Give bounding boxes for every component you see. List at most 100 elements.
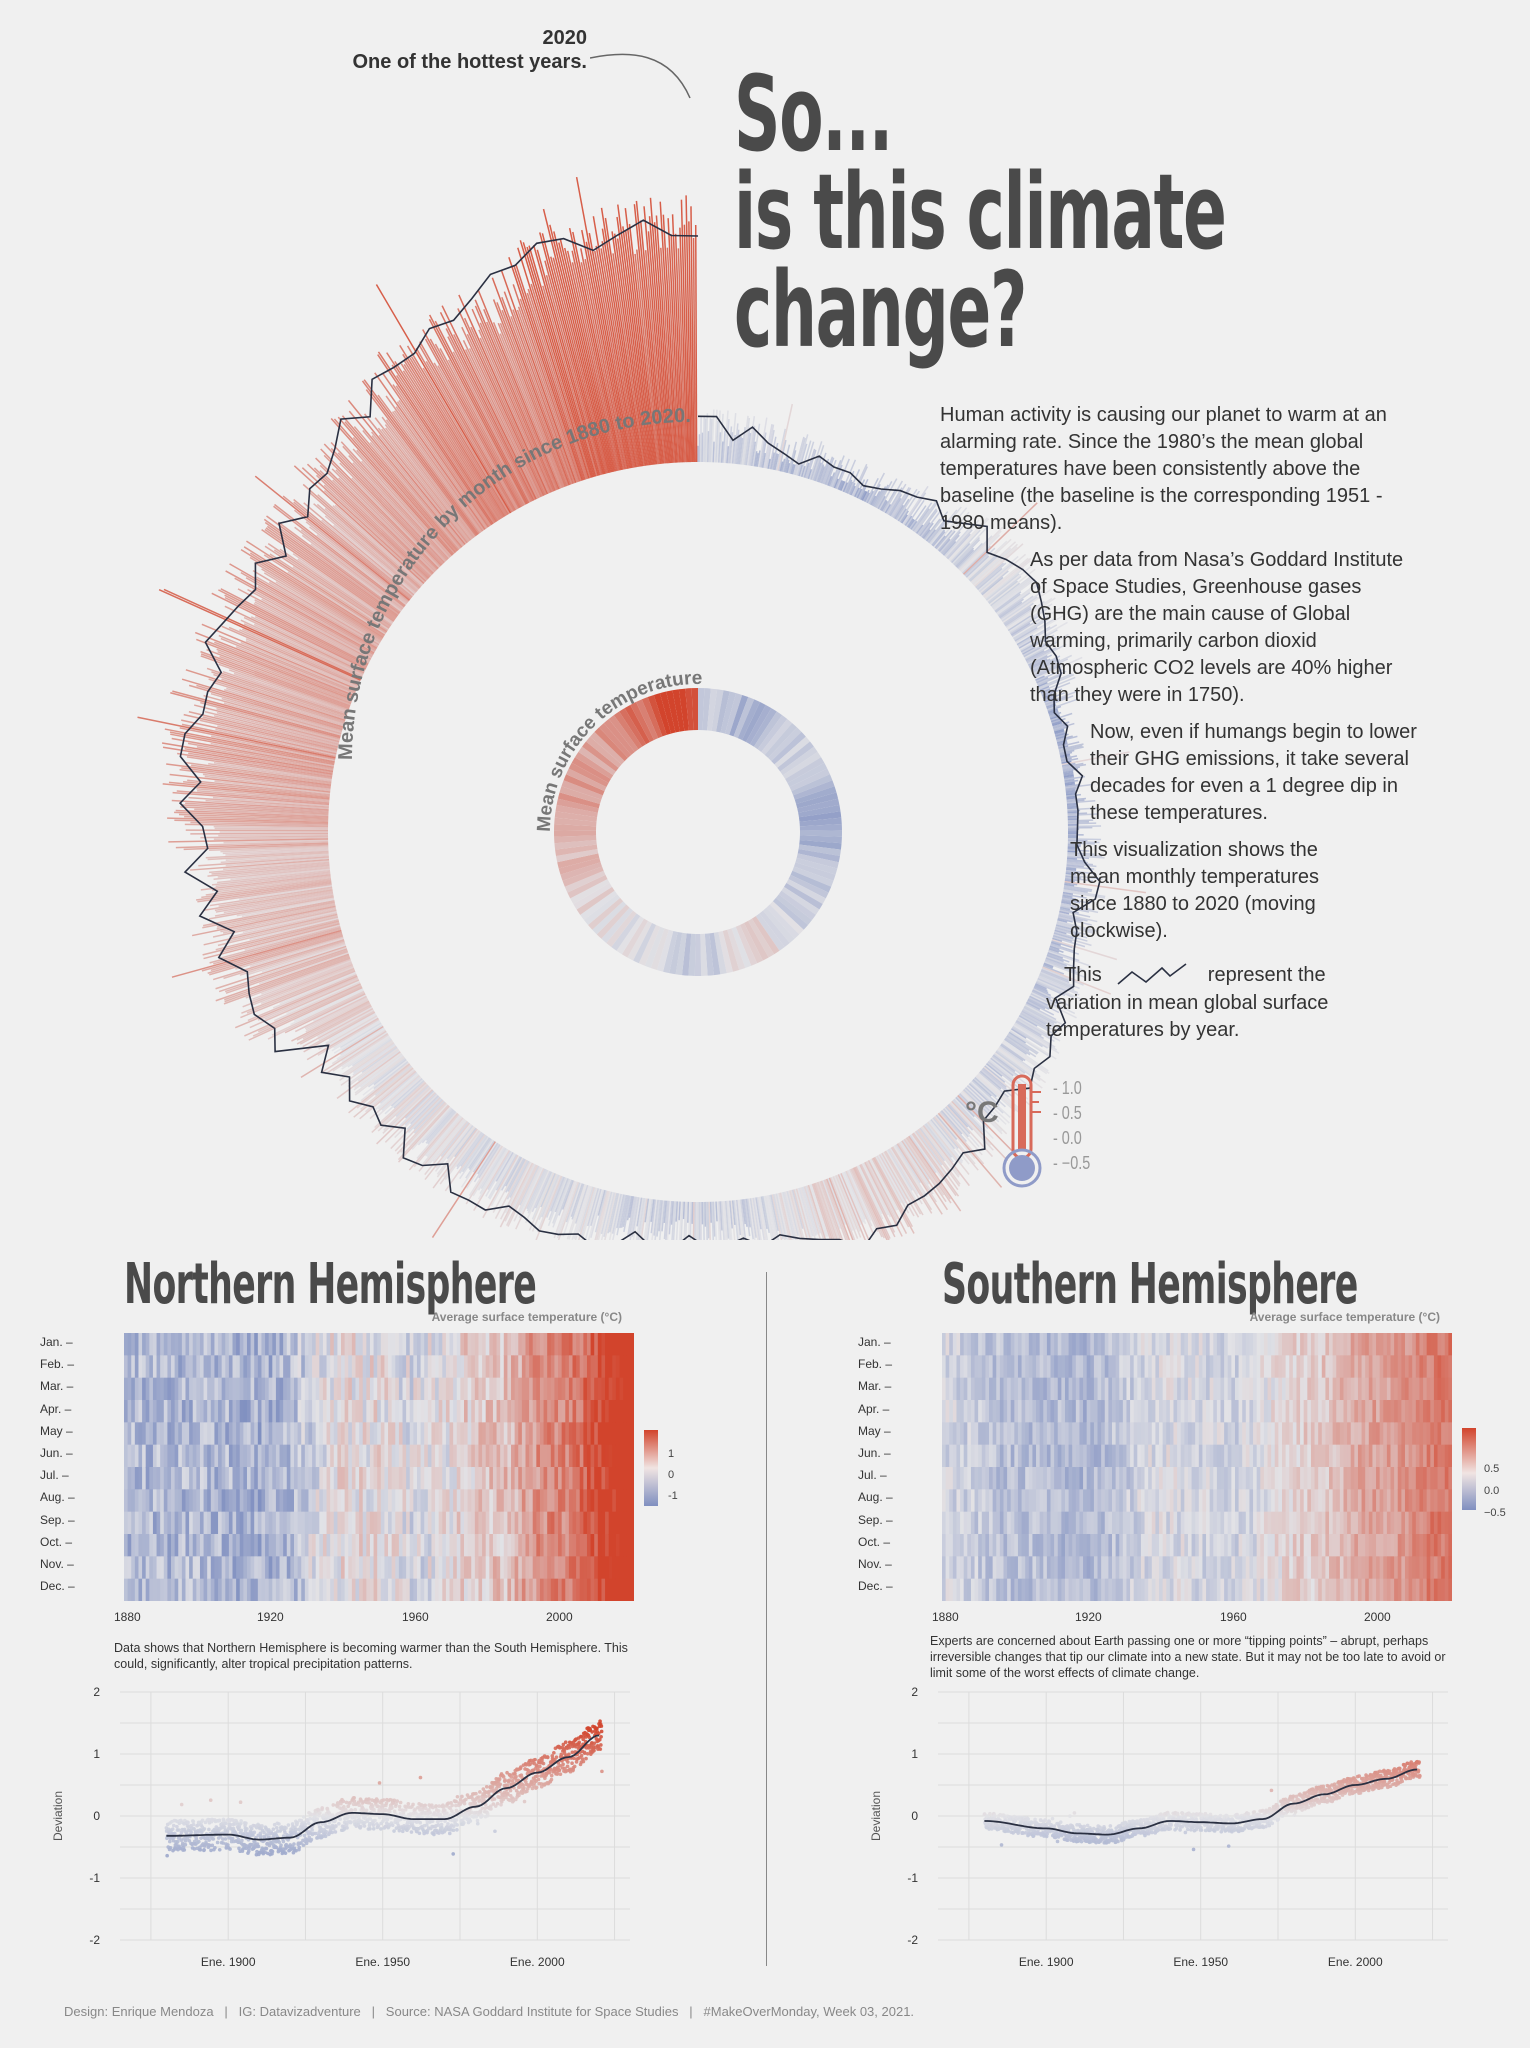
month-bar [757,1196,767,1240]
month-bar [1036,676,1049,684]
heatmap-cell [225,1556,230,1580]
month-bar [223,940,345,980]
heatmap-cell [160,1511,165,1535]
month-bar [531,1171,554,1220]
month-bar [780,458,786,472]
heatmap-cell [435,1422,440,1446]
heatmap-cell [210,1511,216,1535]
heatmap-cell [304,1355,310,1379]
scatter-point [455,1823,459,1827]
heatmap-cell [283,1467,288,1490]
heatmap-cell [420,1578,425,1601]
scatter-point [362,1824,367,1828]
month-bar [1033,663,1062,678]
month-bar [235,646,355,695]
month-bar [862,489,870,502]
month-bar [840,1173,870,1240]
month-bar [225,570,375,654]
heatmap-cell [207,1489,212,1513]
month-bar [969,1082,1004,1114]
month-bar [1018,1015,1038,1027]
heatmap-cell [416,1578,422,1601]
month-bar [1049,945,1060,951]
heatmap-cell [453,1489,458,1513]
heatmap-cell [532,1534,537,1557]
heatmap-cell [337,1467,342,1490]
heatmap-cell [435,1489,440,1513]
scatter-point [272,1822,277,1827]
heatmap-cell [351,1489,357,1513]
heatmap-cell [416,1377,422,1401]
month-bar [319,464,434,575]
heatmap-cell [561,1333,566,1356]
month-bar [264,545,390,629]
heatmap-cell [344,1377,349,1401]
year-ring-segment [659,691,676,734]
year-ring-segment [592,901,627,935]
month-bar [1029,995,1049,1006]
month-bar [263,572,381,643]
month-bar [470,326,547,495]
heatmap-cell [630,1489,634,1513]
month-bar [213,761,332,781]
heatmap-cell [185,1534,190,1557]
month-bar [911,502,933,531]
month-bar [550,256,607,474]
heatmap-cell [192,1400,197,1423]
heatmap-cell [228,1444,234,1468]
month-bar [1061,897,1091,904]
month-bar [441,305,537,500]
heatmap-cell [199,1467,205,1490]
month-bar [807,1184,827,1240]
month-bar [187,742,334,770]
month-bar [1050,942,1075,952]
heatmap-cell [167,1467,172,1490]
year-ring-segment [796,853,839,869]
heatmap-cell [152,1333,158,1356]
month-bar [1064,879,1075,883]
month-bar [872,489,884,507]
scatter-point [507,1778,512,1783]
year-ring-segment [563,774,605,796]
month-bar [824,1179,849,1240]
month-bar [915,1130,943,1166]
month-bar [254,599,371,661]
heatmap-cell [301,1578,306,1601]
month-bar [216,904,336,930]
heatmap-cell [257,1556,263,1580]
heatmap-cell [572,1511,577,1535]
month-bar [402,353,505,518]
heatmap-cell [268,1511,273,1535]
month-bar [729,432,734,464]
heatmap-cell [246,1377,252,1401]
month-bar [643,1198,651,1240]
month-bar [324,508,419,591]
scatter-point [495,1801,500,1806]
month-bar [648,216,670,464]
month-bar [1013,1023,1058,1051]
month-bar [895,498,910,520]
month-bar [859,1164,896,1238]
heatmap-cell [489,1578,494,1601]
month-bar [505,1156,523,1187]
month-bar [479,1148,508,1195]
heatmap-cell [214,1355,219,1379]
heatmap-cell [612,1556,617,1580]
heatmap-cell [568,1444,574,1468]
heatmap-cell [500,1556,505,1580]
heatmap-cell [210,1422,216,1446]
month-bar [1049,713,1060,719]
month-bar [578,1186,594,1232]
month-bar [1067,850,1078,853]
heatmap-cell [261,1422,266,1446]
heatmap-cell [525,1556,530,1580]
scatter-point [168,1846,173,1850]
scatter-point [438,1812,443,1817]
month-bar [400,363,501,520]
month-bar [690,206,695,463]
month-bar [822,1180,841,1230]
year-ring-segment [616,916,645,955]
heatmap-cell [236,1489,241,1513]
month-bar [810,1184,829,1237]
month-bar [243,623,363,679]
